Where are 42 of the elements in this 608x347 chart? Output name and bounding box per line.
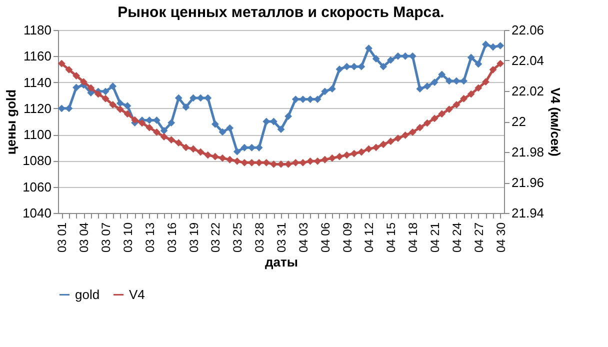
y-tick-label: 1040 [22,206,52,220]
x-tick-label: 04 27 [472,222,486,253]
chart-title: Рынок ценных металлов и скорость Марса. [118,4,444,21]
x-tick-label: 04 06 [318,222,332,253]
y2-tick-label: 22.06 [512,22,544,38]
y2-tick-label: 22 [512,114,526,129]
y2-tick-label: 21.94 [512,206,544,220]
y-tick-label: 1140 [24,74,52,90]
y-tick-label: 1120 [24,100,52,116]
x-tick-label: 04 24 [450,222,464,253]
x-tick-label: 04 18 [406,222,420,253]
y-tick-label: 1160 [24,48,52,64]
legend-label: gold [75,286,100,302]
x-tick-label: 03 19 [186,222,201,253]
x-tick-label: 03 25 [230,222,245,253]
x-tick-label: 03 13 [142,222,157,253]
x-tick-label: 04 15 [384,222,398,253]
y2-tick-label: 21.98 [512,144,544,160]
y2-tick-label: 22.04 [512,53,544,68]
y-tick-label: 1080 [22,153,52,168]
x-tick-label: 04 09 [340,222,354,253]
y2-tick-label: 22.02 [512,84,544,98]
x-tick-label: 03 01 [55,222,70,253]
x-tick-label: 03 07 [99,222,114,253]
y-tick-label: 1100 [24,127,52,142]
legend-label: V4 [129,286,145,302]
x-tick-label: 03 10 [120,222,135,253]
y2-axis-title: V4 (км/сек) [548,88,564,156]
y-tick-label: 1060 [22,179,52,194]
x-tick-label: 04 03 [296,222,310,253]
y-axis-title: цены gold [4,89,19,155]
y2-tick-label: 21.96 [512,175,544,190]
x-tick-label: 03 04 [77,222,92,253]
x-axis-title: даты [265,254,298,270]
x-tick-label: 04 12 [362,222,376,253]
x-tick-label: 03 16 [164,222,179,253]
x-tick-label: 03 22 [208,222,223,253]
x-tick-label: 03 28 [252,222,267,253]
x-tick-label: 04 30 [494,222,508,253]
x-tick-label: 04 21 [428,222,442,253]
y-tick-label: 1180 [24,22,52,38]
x-tick-label: 03 31 [274,222,288,253]
